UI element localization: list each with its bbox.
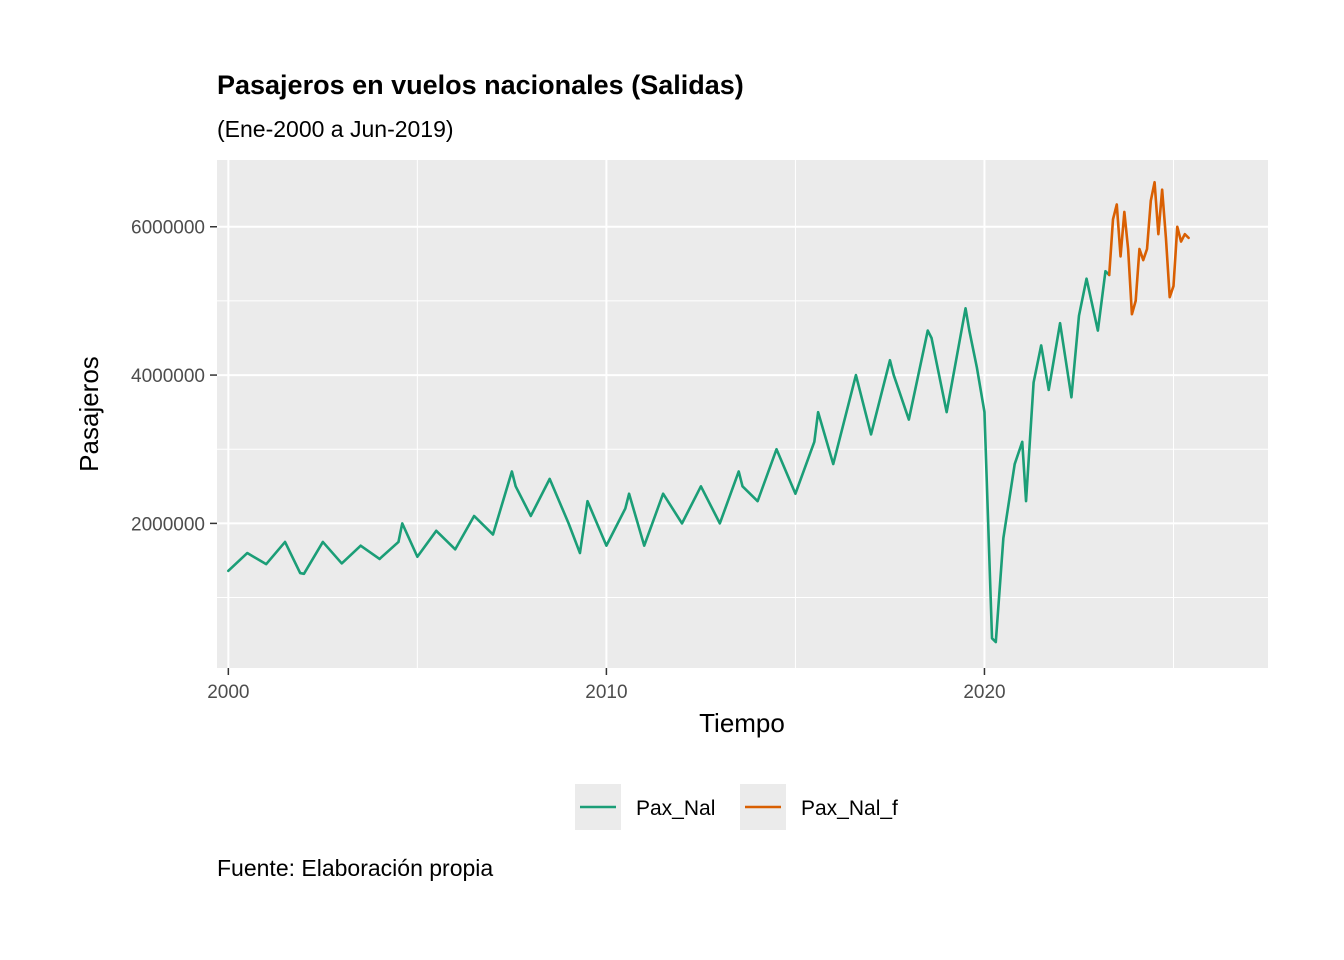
series-line-pax-nal xyxy=(227,269,1111,644)
y-tick-label: 6000000 xyxy=(131,218,205,239)
minor-gridlines xyxy=(217,160,1268,668)
series-layer xyxy=(227,180,1190,644)
y-tick-label: 4000000 xyxy=(131,366,205,387)
x-tick-label: 2020 xyxy=(963,682,1005,703)
legend-label-pax-nal-f: Pax_Nal_f xyxy=(801,797,898,820)
x-axis: 2000 2010 2020 xyxy=(207,668,1006,703)
y-axis: 2000000 4000000 6000000 xyxy=(131,218,217,535)
series-line-pax-nal-f xyxy=(1107,180,1190,316)
legend: Pax_Nal Pax_Nal_f xyxy=(575,784,898,830)
y-tick-label: 2000000 xyxy=(131,514,205,535)
x-axis-title: Tiempo xyxy=(699,708,785,738)
plot-panel xyxy=(217,160,1268,668)
chart-title: Pasajeros en vuelos nacionales (Salidas) xyxy=(217,70,744,100)
x-tick-label: 2010 xyxy=(585,682,627,703)
legend-label-pax-nal: Pax_Nal xyxy=(636,797,715,820)
x-tick-label: 2000 xyxy=(207,682,249,703)
chart-subtitle: (Ene-2000 a Jun-2019) xyxy=(217,116,454,142)
chart-caption: Fuente: Elaboración propia xyxy=(217,855,494,881)
y-axis-title: Pasajeros xyxy=(74,356,104,472)
